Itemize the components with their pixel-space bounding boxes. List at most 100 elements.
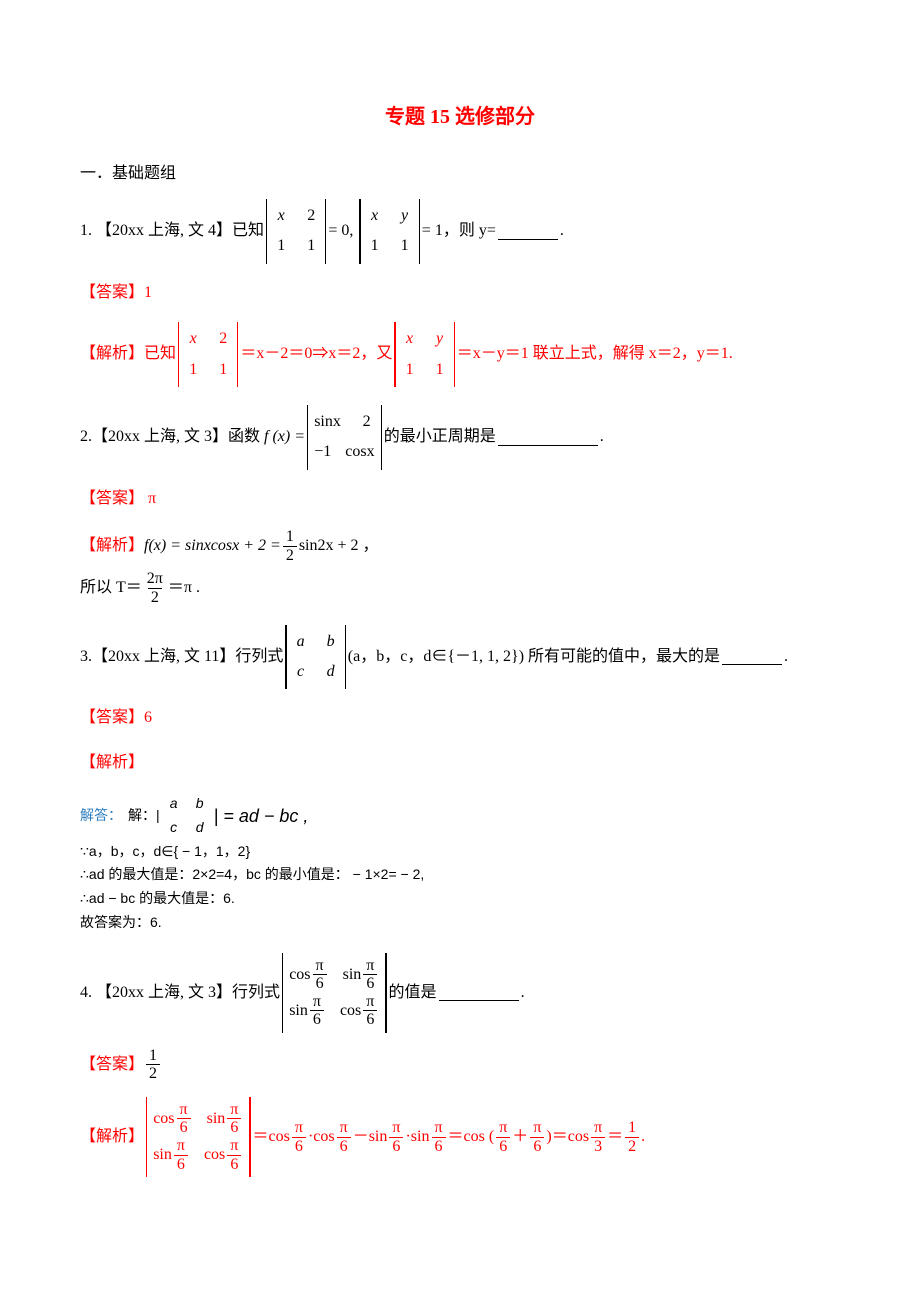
problem-1: 1. 【20xx 上海, 文 4】已知 x 2 1 1 = 0, x xyxy=(80,199,840,387)
text-fragment: ·cos xyxy=(308,1122,335,1152)
determinant-matrix: a b c d xyxy=(162,792,212,840)
text-fragment: = 1，则 y= xyxy=(422,216,496,246)
text-fragment: sin xyxy=(207,1110,226,1127)
matrix-cell: b xyxy=(323,627,339,657)
fraction-den: 6 xyxy=(363,974,377,993)
problem-1-analysis: 【解析】 已知 x 2 1 1 ＝x－2＝0⇒x＝2，又 x xyxy=(80,322,840,387)
text-fragment: 的值是 xyxy=(389,978,437,1008)
fraction-num: π xyxy=(227,1101,241,1119)
text-fragment: ＝ xyxy=(607,1122,623,1152)
problem-source: 【20xx 上海, 文 4】已知 xyxy=(96,216,264,246)
answer-label: 【答案】 xyxy=(80,709,144,726)
matrix-cell: sinx xyxy=(314,407,341,437)
text-fragment: sin2x + 2 ， xyxy=(299,531,379,561)
text-fragment: 所以 T＝ xyxy=(80,573,142,603)
text-fragment: . xyxy=(600,422,604,452)
problem-3: 3. 【20xx 上海, 文 11】行列式 a b c d (a，b，c，d∈{… xyxy=(80,625,840,935)
matrix-cell: y xyxy=(432,324,448,354)
fraction: π6 xyxy=(292,1119,306,1155)
problem-source: 【20xx 上海, 文 11】行列式 xyxy=(92,642,283,672)
matrix-cell: cosπ6 xyxy=(153,1101,192,1137)
text-fragment: | = ad − bc , xyxy=(214,801,309,832)
determinant-matrix: cosπ6 sinπ6 sinπ6 cosπ6 xyxy=(146,1097,251,1177)
answer-value: π xyxy=(144,490,156,507)
text-fragment: 已知 xyxy=(144,339,176,369)
fraction-num: π xyxy=(591,1119,605,1137)
fraction-num: π xyxy=(363,957,377,975)
solution-line: ∴ad − bc 的最大值是：6. xyxy=(80,887,840,911)
fraction-den: 6 xyxy=(389,1137,403,1156)
matrix-cell: 1 xyxy=(215,355,231,385)
fraction-num: π xyxy=(431,1119,445,1137)
matrix-cell: 1 xyxy=(402,355,418,385)
fraction-num: π xyxy=(292,1119,306,1137)
text-fragment: －sin xyxy=(353,1122,388,1152)
fraction-num: π xyxy=(530,1119,544,1137)
fraction-den: 6 xyxy=(530,1137,544,1156)
problem-2-analysis-line1: 【解析】 f(x) = sinxcosx + 2 = 1 2 sin2x + 2… xyxy=(80,528,840,564)
fraction-num: π xyxy=(389,1119,403,1137)
problem-4-analysis: 【解析】 cosπ6 sinπ6 sinπ6 cosπ6 ＝cos π6 ·co… xyxy=(80,1097,840,1177)
fraction-num: 2π xyxy=(144,570,166,588)
problem-index: 4. xyxy=(80,978,92,1008)
matrix-cell: d xyxy=(192,816,208,840)
text-fragment: sin xyxy=(343,965,362,982)
matrix-cell: 1 xyxy=(185,355,201,385)
answer-blank xyxy=(722,648,782,665)
analysis-label: 【解析】 xyxy=(80,339,144,369)
fraction-num: π xyxy=(310,993,324,1011)
fraction-num: 1 xyxy=(283,528,297,546)
fraction-den: 2 xyxy=(148,588,162,607)
text-fragment: ＝x－2＝0⇒x＝2，又 xyxy=(240,339,392,369)
text-fragment: ＝x－y＝1 联立上式，解得 x＝2，y＝1. xyxy=(457,339,733,369)
fraction-den: 6 xyxy=(227,1118,241,1137)
problem-4-stem: 4. 【20xx 上海, 文 3】行列式 cosπ6 sinπ6 sinπ6 c… xyxy=(80,953,840,1033)
solution-line: ∵a，b，c，d∈{ − 1，1，2} xyxy=(80,840,840,864)
fraction: 1 2 xyxy=(283,528,297,564)
determinant-matrix: sinx 2 −1 cosx xyxy=(307,405,382,470)
solution-line: 解答： 解：| a b c d | = ad − bc , xyxy=(80,792,840,840)
fraction-den: 2 xyxy=(625,1137,639,1156)
determinant-matrix: a b c d xyxy=(285,625,345,690)
matrix-cell: c xyxy=(166,816,182,840)
fraction-den: 6 xyxy=(432,1137,446,1156)
determinant-matrix: x y 1 1 xyxy=(394,322,454,387)
fraction-num: π xyxy=(174,1137,188,1155)
matrix-cell: sinπ6 xyxy=(153,1137,190,1173)
fraction-num: π xyxy=(227,1137,241,1155)
fraction: 2π 2 xyxy=(144,570,166,606)
fraction-den: 6 xyxy=(292,1137,306,1156)
matrix-cell: b xyxy=(192,792,208,816)
answer-blank xyxy=(439,984,519,1001)
fraction-den: 6 xyxy=(337,1137,351,1156)
analysis-label: 【解析】 xyxy=(80,1122,144,1152)
problem-3-stem: 3. 【20xx 上海, 文 11】行列式 a b c d (a，b，c，d∈{… xyxy=(80,625,840,690)
fraction-num: π xyxy=(337,1119,351,1137)
fraction-den: 6 xyxy=(227,1155,241,1174)
determinant-matrix: x 2 1 1 xyxy=(266,199,326,264)
problem-2-answer: 【答案】 π xyxy=(80,484,840,514)
problem-index: 3. xyxy=(80,642,92,672)
fraction: 1 2 xyxy=(146,1047,160,1083)
answer-label: 【答案】 xyxy=(80,1050,144,1080)
text-fragment: ＝cos ( xyxy=(448,1122,495,1152)
answer-value: 6 xyxy=(144,709,152,726)
fraction: π6 xyxy=(431,1119,445,1155)
text-fragment: cos xyxy=(289,965,310,982)
matrix-cell: 1 xyxy=(367,231,383,261)
matrix-cell: sinπ6 xyxy=(207,1101,244,1137)
fraction-den: 6 xyxy=(496,1137,510,1156)
problem-1-answer: 【答案】1 xyxy=(80,278,840,308)
problem-1-stem: 1. 【20xx 上海, 文 4】已知 x 2 1 1 = 0, x xyxy=(80,199,840,264)
fraction-den: 6 xyxy=(310,1010,324,1029)
determinant-matrix: x y 1 1 xyxy=(359,199,419,264)
problem-3-analysis-head: 【解析】 xyxy=(80,748,840,778)
text-fragment: cos xyxy=(153,1110,174,1127)
section-heading: 一．基础题组 xyxy=(80,159,840,183)
fraction-den: 6 xyxy=(363,1010,377,1029)
fraction: 12 xyxy=(625,1119,639,1155)
text-fragment: ＝cos xyxy=(253,1122,290,1152)
text-fragment: . xyxy=(521,978,525,1008)
matrix-cell: y xyxy=(397,201,413,231)
matrix-cell: cosπ6 xyxy=(289,957,328,993)
